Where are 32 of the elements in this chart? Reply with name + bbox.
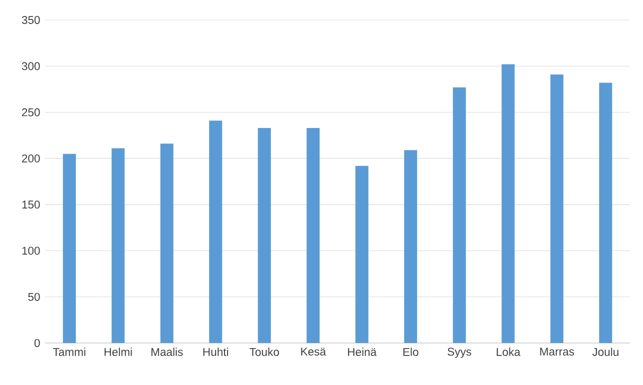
y-tick-label: 0 [34, 339, 40, 347]
y-tick-label: 350 [22, 16, 40, 24]
x-tick-label: Tammi [53, 348, 86, 356]
y-tick-label: 50 [28, 292, 40, 301]
bar [502, 64, 515, 343]
x-tick-label: Maalis [151, 348, 183, 356]
x-tick-label: Huhti [203, 348, 228, 356]
x-tick-label: Kesä [301, 348, 326, 356]
y-tick-label: 300 [22, 62, 40, 70]
x-tick-label: Heinä [348, 348, 377, 356]
x-tick-label: Marras [540, 348, 574, 356]
x-tick-label: Loka [496, 348, 520, 356]
y-tick-label: 200 [22, 154, 40, 162]
bar [209, 120, 222, 343]
y-tick-label: 150 [22, 200, 40, 209]
bar [404, 150, 418, 343]
x-tick-label: Helmi [104, 348, 132, 356]
x-tick-label: Touko [250, 348, 279, 356]
bar [160, 144, 174, 343]
y-tick-label: 250 [22, 108, 40, 116]
x-tick-label: Elo [403, 348, 418, 356]
bar [112, 148, 125, 343]
bar [62, 154, 76, 343]
bar [355, 166, 368, 343]
bar [306, 128, 320, 343]
bar [599, 82, 612, 343]
bar [452, 87, 466, 343]
x-tick-label: Syys [448, 348, 472, 358]
bar [258, 128, 271, 343]
y-tick-label: 100 [22, 246, 40, 255]
x-tick-label: Joulu [592, 348, 618, 356]
bar [550, 74, 564, 343]
